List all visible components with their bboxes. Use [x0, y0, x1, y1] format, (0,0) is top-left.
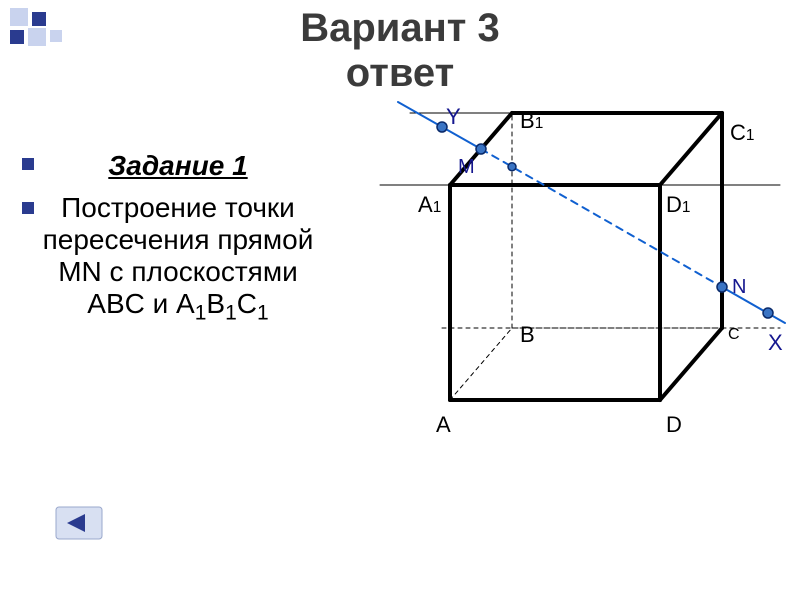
task-body: Построение точки пересечения прямой MN с… [28, 192, 328, 326]
diagram-label: D [666, 412, 682, 438]
content-left: Задание 1 Построение точки пересечения п… [28, 150, 328, 326]
task-heading: Задание 1 [28, 150, 328, 182]
diagram-label: X [768, 330, 783, 356]
diagram-label: B1 [520, 108, 543, 134]
diagram-label: C [728, 326, 740, 344]
diagram-label: B [520, 322, 535, 348]
diagram-label: D1 [666, 192, 690, 218]
nav-back-button[interactable] [55, 506, 103, 540]
title-line1: Вариант 3 [0, 6, 800, 51]
diagram-label: N [732, 276, 746, 299]
diagram-label: C1 [730, 120, 754, 146]
bullet-icon [22, 202, 34, 214]
page-title: Вариант 3 ответ [0, 6, 800, 96]
diagram-label: Y [446, 104, 461, 130]
bullet-icon [22, 158, 34, 170]
title-line2: ответ [0, 51, 800, 96]
diagram-label: A [436, 412, 451, 438]
diagram-label: A1 [418, 192, 441, 218]
cube-diagram: A D B C A1 D1 B1 C1 M N Y X [350, 100, 790, 440]
diagram-label: M [458, 156, 475, 179]
